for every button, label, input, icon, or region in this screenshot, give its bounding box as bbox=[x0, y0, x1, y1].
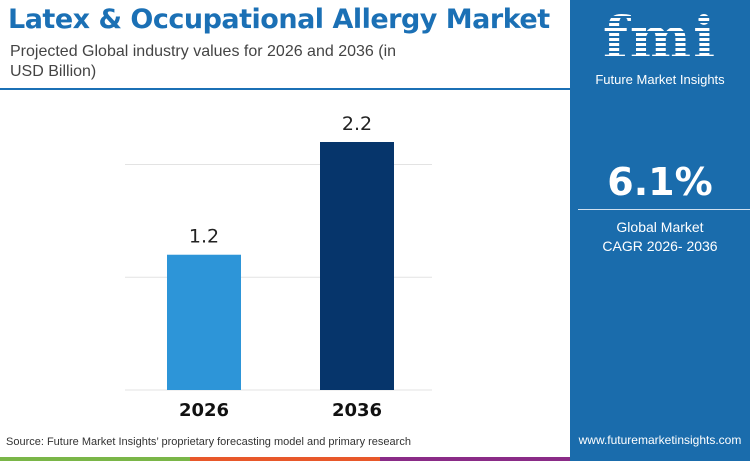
website-url[interactable]: www.futuremarketinsights.com bbox=[578, 433, 742, 447]
side-panel: fmi Future Market Insights 6.1% Global M… bbox=[570, 0, 750, 461]
stripe-purple bbox=[380, 457, 570, 461]
cagr-label-line1: Global Market bbox=[616, 219, 704, 235]
logo-mark: fmi bbox=[570, 8, 750, 68]
brand-name: Future Market Insights bbox=[595, 72, 725, 87]
bar-2036 bbox=[320, 142, 394, 390]
cagr-divider bbox=[578, 209, 750, 210]
cagr-label-line2: CAGR 2026- 2036 bbox=[602, 238, 718, 254]
x-tick-label: 2026 bbox=[179, 400, 229, 421]
fmi-logo: fmi Future Market Insights bbox=[570, 8, 750, 87]
data-label: 2.2 bbox=[342, 113, 372, 135]
header-divider bbox=[0, 88, 570, 90]
x-tick-label: 2036 bbox=[332, 400, 382, 421]
stripe-green bbox=[0, 457, 190, 461]
cagr-value: 6.1% bbox=[607, 160, 713, 204]
source-note: Source: Future Market Insights’ propriet… bbox=[6, 436, 411, 448]
cagr-label: Global Market CAGR 2026- 2036 bbox=[570, 218, 750, 256]
chart-subtitle: Projected Global industry values for 202… bbox=[10, 43, 397, 80]
data-label: 1.2 bbox=[189, 226, 219, 248]
bar-2026 bbox=[167, 254, 241, 390]
chart-title: Latex & Occupational Allergy Market bbox=[8, 4, 550, 35]
bar-chart: 1.2 2026 2.2 2036 bbox=[125, 113, 432, 421]
stripe-orange bbox=[190, 457, 380, 461]
